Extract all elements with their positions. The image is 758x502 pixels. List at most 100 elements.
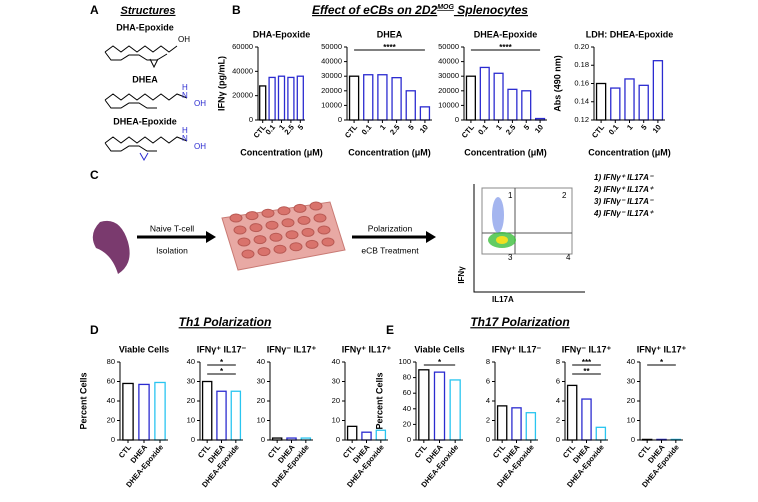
atom-label: N bbox=[182, 91, 188, 100]
y-tick-label: 10 bbox=[627, 415, 635, 424]
panel-label: A bbox=[90, 3, 99, 17]
y-tick-label: 40 bbox=[332, 357, 340, 366]
y-tick-label: 60 bbox=[403, 388, 411, 397]
well bbox=[237, 237, 251, 247]
x-tick-label: 0.1 bbox=[264, 123, 278, 137]
y-tick-label: 0 bbox=[407, 435, 411, 444]
y-tick-label: 0 bbox=[455, 115, 459, 124]
y-tick-label: 0 bbox=[191, 435, 195, 444]
y-tick-label: 40 bbox=[627, 357, 635, 366]
x-tick-label: CTL bbox=[343, 122, 360, 139]
bar bbox=[216, 390, 227, 441]
bar bbox=[230, 390, 242, 441]
step-label: Naive T-cell bbox=[150, 223, 194, 233]
step-label: Isolation bbox=[156, 245, 188, 255]
y-tick-label: 20000 bbox=[232, 91, 253, 100]
bar bbox=[465, 75, 476, 121]
bar bbox=[652, 60, 664, 121]
axes bbox=[119, 362, 168, 441]
significance-label: **** bbox=[383, 43, 396, 52]
y-tick-label: 0.16 bbox=[574, 78, 589, 87]
y-tick-label: 40 bbox=[257, 357, 265, 366]
y-tick-label: 8 bbox=[486, 357, 490, 366]
atom-label: H bbox=[182, 83, 188, 92]
bar bbox=[391, 77, 402, 121]
significance-label: **** bbox=[499, 43, 512, 52]
x-tick-label: 1 bbox=[625, 123, 635, 132]
x-tick-label: 5 bbox=[296, 123, 306, 132]
structures-title: Structures bbox=[120, 5, 175, 17]
y-tick-label: 0.14 bbox=[574, 97, 589, 106]
chart-title: LDH: DHEA-Epoxide bbox=[586, 29, 674, 39]
y-tick-label: 10 bbox=[257, 415, 265, 424]
atom-label: OH bbox=[194, 99, 206, 108]
bar bbox=[525, 412, 537, 441]
well bbox=[285, 230, 299, 240]
chart-title: IFNγ⁺ IL17⁻ bbox=[197, 344, 247, 354]
y-tick-label: 6 bbox=[486, 376, 490, 385]
x-tick-label: 10 bbox=[418, 123, 430, 135]
well bbox=[277, 206, 291, 216]
chart-title: IFNγ⁻ IL17⁺ bbox=[267, 344, 317, 354]
chart-title: IFNγ⁺ IL17⁺ bbox=[342, 344, 392, 354]
atom-label: OH bbox=[194, 142, 206, 151]
y-tick-label: 6 bbox=[556, 376, 560, 385]
axes bbox=[494, 362, 538, 441]
x-tick-label: 2.5 bbox=[504, 123, 518, 137]
y-tick-label: 0 bbox=[631, 435, 635, 444]
bar bbox=[377, 74, 388, 121]
y-tick-label: 40 bbox=[403, 404, 411, 413]
bar bbox=[595, 82, 607, 121]
well bbox=[245, 211, 259, 221]
axes bbox=[463, 47, 547, 121]
well bbox=[249, 223, 263, 233]
well bbox=[321, 237, 335, 247]
axes bbox=[415, 362, 463, 441]
y-tick-label: 30000 bbox=[438, 71, 459, 80]
chart-title: DHEA bbox=[377, 29, 403, 39]
bar bbox=[418, 369, 430, 441]
y-tick-label: 10 bbox=[332, 415, 340, 424]
axes bbox=[564, 362, 608, 441]
y-tick-label: 20 bbox=[627, 396, 635, 405]
title-part: MOG bbox=[437, 4, 454, 11]
panel-label: E bbox=[386, 323, 394, 337]
y-tick-label: 4 bbox=[486, 396, 490, 405]
bar bbox=[268, 76, 276, 121]
x-tick-label: 1 bbox=[277, 123, 287, 132]
molecule bbox=[104, 93, 188, 109]
y-tick-label: 20000 bbox=[321, 86, 342, 95]
bar bbox=[346, 425, 358, 441]
well bbox=[313, 213, 327, 223]
axes bbox=[593, 47, 665, 121]
y-tick-label: 20000 bbox=[438, 86, 459, 95]
bar bbox=[375, 429, 387, 441]
well bbox=[317, 225, 331, 235]
y-axis-label: IFNγ (pg/mL) bbox=[216, 56, 226, 111]
well bbox=[289, 242, 303, 252]
well bbox=[273, 244, 287, 254]
compound-name: DHA-Epoxide bbox=[116, 22, 174, 32]
atom-label: H bbox=[182, 126, 188, 135]
bar bbox=[296, 75, 304, 121]
y-tick-label: 10 bbox=[187, 415, 195, 424]
y-tick-label: 100 bbox=[398, 357, 411, 366]
y-tick-label: 20 bbox=[257, 396, 265, 405]
legend-item: 3) IFNγ⁻ IL17A⁻ bbox=[594, 197, 654, 206]
compound-name: DHEA-Epoxide bbox=[113, 116, 177, 126]
y-axis-label: Abs (490 nm) bbox=[552, 55, 562, 112]
y-tick-label: 0 bbox=[261, 435, 265, 444]
well bbox=[241, 249, 255, 259]
epoxide bbox=[139, 152, 149, 162]
bar bbox=[361, 431, 372, 441]
x-tick-label: 10 bbox=[651, 123, 663, 135]
y-tick-label: 0.12 bbox=[574, 115, 589, 124]
y-tick-label: 10000 bbox=[438, 100, 459, 109]
bar bbox=[433, 371, 446, 441]
x-tick-label: CTL bbox=[590, 122, 607, 139]
title-part: Splenocytes bbox=[454, 3, 528, 17]
significance-label: * bbox=[220, 367, 224, 376]
panel-label: D bbox=[90, 323, 99, 337]
y-tick-label: 30 bbox=[187, 376, 195, 385]
